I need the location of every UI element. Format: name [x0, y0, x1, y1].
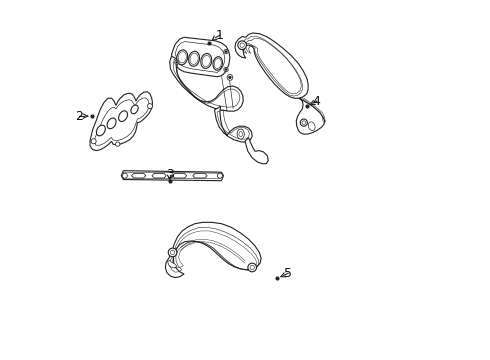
- Circle shape: [225, 68, 227, 71]
- Circle shape: [300, 119, 307, 126]
- Polygon shape: [235, 33, 308, 98]
- Circle shape: [116, 142, 120, 146]
- Circle shape: [228, 76, 231, 79]
- Circle shape: [224, 49, 228, 54]
- Polygon shape: [168, 260, 177, 268]
- Circle shape: [238, 41, 246, 49]
- Polygon shape: [296, 98, 324, 134]
- Ellipse shape: [107, 118, 116, 129]
- Circle shape: [176, 61, 178, 63]
- Circle shape: [91, 139, 96, 144]
- Polygon shape: [170, 56, 243, 111]
- Ellipse shape: [239, 132, 243, 136]
- Ellipse shape: [213, 57, 222, 70]
- Ellipse shape: [119, 111, 127, 122]
- Ellipse shape: [202, 55, 210, 67]
- Circle shape: [218, 173, 222, 178]
- Circle shape: [248, 263, 256, 272]
- Ellipse shape: [190, 53, 198, 64]
- Text: 5: 5: [284, 267, 292, 280]
- Circle shape: [168, 248, 177, 257]
- Polygon shape: [90, 92, 152, 150]
- Circle shape: [225, 50, 227, 53]
- Text: 1: 1: [216, 29, 224, 42]
- Ellipse shape: [308, 122, 315, 131]
- Ellipse shape: [177, 50, 188, 65]
- Polygon shape: [245, 138, 269, 164]
- Ellipse shape: [201, 54, 212, 68]
- Polygon shape: [122, 171, 223, 181]
- Ellipse shape: [237, 129, 245, 139]
- Circle shape: [171, 250, 175, 255]
- Circle shape: [250, 265, 254, 270]
- Polygon shape: [166, 222, 261, 278]
- Polygon shape: [152, 174, 166, 178]
- Polygon shape: [131, 174, 146, 178]
- Polygon shape: [215, 106, 252, 142]
- Circle shape: [240, 43, 245, 47]
- Circle shape: [227, 75, 233, 80]
- Polygon shape: [172, 37, 230, 77]
- Circle shape: [147, 104, 152, 109]
- Ellipse shape: [214, 58, 221, 68]
- Text: 2: 2: [75, 110, 83, 123]
- Ellipse shape: [97, 125, 105, 136]
- Circle shape: [224, 67, 228, 72]
- Text: 3: 3: [166, 168, 173, 181]
- Circle shape: [302, 121, 306, 125]
- Ellipse shape: [178, 52, 186, 63]
- Ellipse shape: [189, 51, 199, 66]
- Polygon shape: [172, 174, 187, 178]
- Circle shape: [175, 60, 179, 64]
- Circle shape: [122, 173, 127, 178]
- Polygon shape: [193, 174, 207, 178]
- Ellipse shape: [131, 105, 138, 114]
- Text: 4: 4: [313, 95, 320, 108]
